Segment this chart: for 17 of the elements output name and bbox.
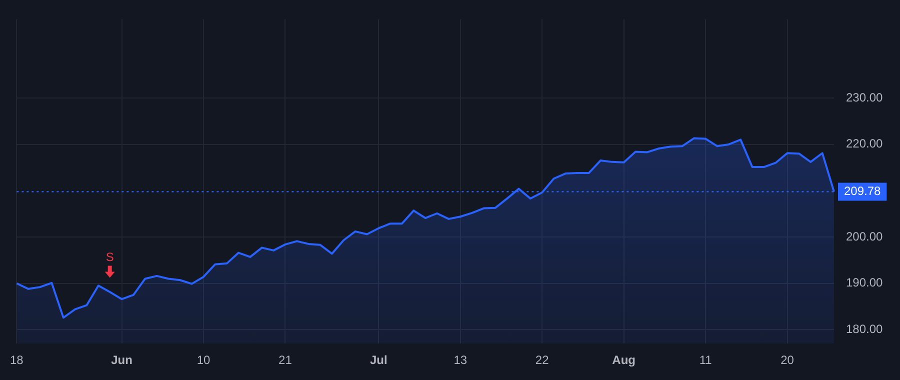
ref-line-label: 209.78 xyxy=(844,184,882,198)
x-tick-label: 20 xyxy=(780,353,794,368)
y-tick-label: 190.00 xyxy=(846,276,884,290)
y-tick-label: 230.00 xyxy=(846,90,884,104)
y-tick-label: 220.00 xyxy=(846,136,884,151)
x-tick-label: 21 xyxy=(278,353,292,368)
x-tick-label: 10 xyxy=(196,353,210,368)
x-tick-label: 11 xyxy=(699,353,712,368)
annotation: S xyxy=(106,250,114,264)
x-tick-label: Jun xyxy=(111,353,132,368)
y-tick-label: 200.00 xyxy=(846,229,884,244)
x-tick-label: 18 xyxy=(10,353,24,368)
x-tick-label: Aug xyxy=(612,353,636,368)
y-tick-label: 180.00 xyxy=(846,322,884,336)
x-tick-label: Jul xyxy=(370,353,388,368)
x-tick-label: 22 xyxy=(535,353,550,368)
x-tick-label: 13 xyxy=(454,353,468,368)
